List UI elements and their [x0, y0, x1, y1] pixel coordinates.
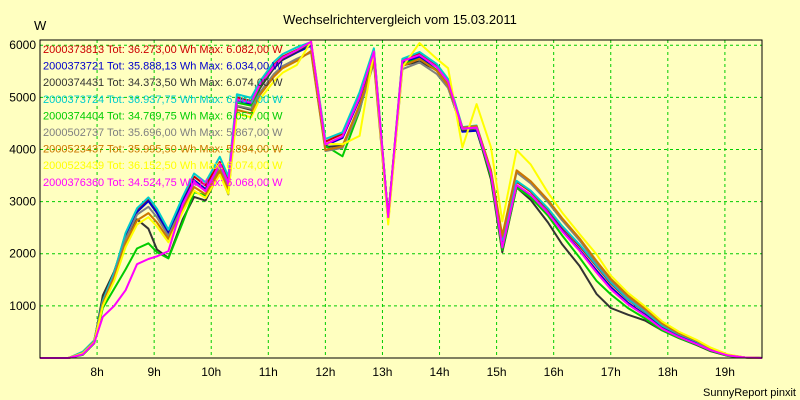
legend-entry-2000373721: 2000373721 Tot: 35.888,13 Wh Max: 6.034,…	[43, 61, 283, 73]
legend-entry-2000523439: 2000523439 Tot: 36.152,50 Wh Max: 6.074,…	[43, 160, 283, 172]
legend-entry-2000376360: 2000376360 Tot: 34.524,75 Wh Max: 6.068,…	[43, 177, 283, 189]
x-tick-label: 12h	[315, 365, 335, 379]
legend-entry-2000374404: 2000374404 Tot: 34.769,75 Wh Max: 6.057,…	[43, 110, 283, 122]
y-axis-ticks: 1000 2000 3000 4000 5000 6000	[9, 38, 36, 313]
legend-entry-2000502737: 2000502737 Tot: 35.696,00 Wh Max: 5.867,…	[43, 127, 283, 139]
y-tick-label: 5000	[9, 90, 36, 104]
x-tick-label: 18h	[658, 365, 678, 379]
x-tick-label: 10h	[201, 365, 221, 379]
series-line-2000373724	[40, 41, 763, 359]
x-tick-label: 15h	[487, 365, 507, 379]
y-tick-label: 2000	[9, 247, 36, 261]
x-tick-label: 11h	[259, 365, 278, 379]
y-tick-label: 4000	[9, 142, 36, 156]
legend-entry-2000523437: 2000523437 Tot: 35.995,50 Wh Max: 5.894,…	[43, 144, 283, 156]
x-tick-label: 13h	[372, 365, 392, 379]
x-axis-ticks: 8h 9h 10h 11h 12h 13h 14h 15h 16h 17h 18h 19h	[90, 365, 735, 379]
y-axis-label: W	[34, 18, 47, 33]
x-tick-label: 8h	[90, 365, 103, 379]
chart-title: Wechselrichtervergleich vom 15.03.2011	[283, 12, 517, 27]
series-line-2000523437	[40, 49, 763, 359]
y-tick-label: 3000	[9, 195, 36, 209]
series-line-2000376360	[40, 40, 763, 359]
x-tick-label: 14h	[430, 365, 450, 379]
series-line-2000523439	[40, 40, 763, 359]
series-lines	[40, 40, 763, 359]
legend: 2000373813 Tot: 36.273,00 Wh Max: 6.082,…	[43, 44, 283, 189]
series-line-2000502737	[40, 51, 763, 359]
grid-lines	[40, 40, 762, 358]
y-tick-label: 6000	[9, 38, 36, 52]
legend-entry-2000374431: 2000374431 Tot: 34.373,50 Wh Max: 6.074,…	[43, 77, 283, 89]
x-tick-label: 16h	[544, 365, 564, 379]
x-tick-label: 17h	[601, 365, 621, 379]
legend-entry-2000373813: 2000373813 Tot: 36.273,00 Wh Max: 6.082,…	[43, 44, 283, 56]
footer-credit: SunnyReport pinxit	[703, 387, 796, 399]
legend-entry-2000373724: 2000373724 Tot: 36.937,75 Wh Max: 6.064,…	[43, 94, 283, 106]
y-tick-label: 1000	[9, 299, 36, 313]
x-tick-label: 9h	[147, 365, 160, 379]
x-tick-label: 19h	[715, 365, 735, 379]
plot-frame	[39, 39, 763, 359]
